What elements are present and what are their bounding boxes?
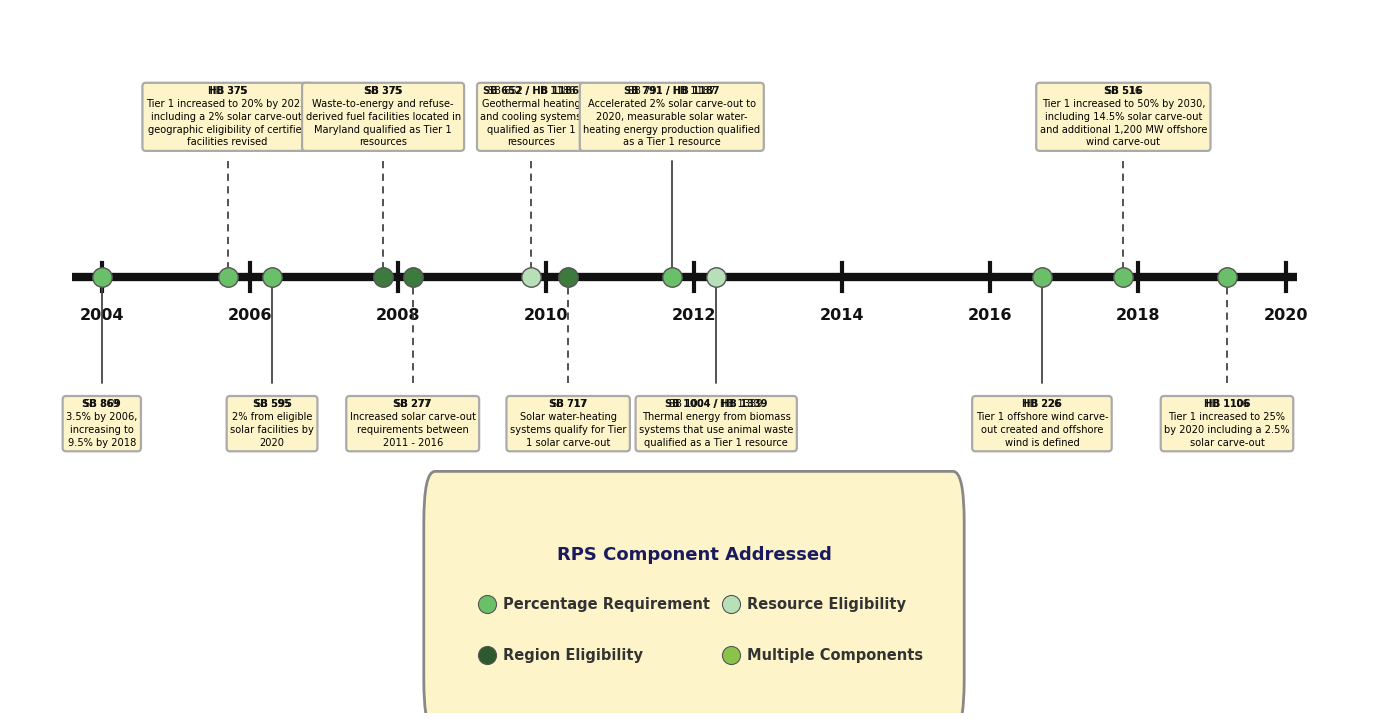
Text: SB 791 / HB 1187
Accelerated 2% solar carve-out to
2020, measurable solar water-: SB 791 / HB 1187 Accelerated 2% solar ca… (583, 86, 761, 148)
Text: HB 226
Tier 1 offshore wind carve-
out created and offshore
wind is defined: HB 226 Tier 1 offshore wind carve- out c… (976, 400, 1108, 448)
Text: SB 1004 / HB 1339
Thermal energy from biomass
systems that use animal waste
qual: SB 1004 / HB 1339 Thermal energy from bi… (638, 400, 794, 448)
Text: 2006: 2006 (228, 308, 272, 323)
Text: SB 717: SB 717 (550, 399, 587, 409)
Text: SB 277: SB 277 (393, 399, 432, 409)
Text: 2010: 2010 (523, 308, 568, 323)
Text: SB 375
Waste-to-energy and refuse-
derived fuel facilities located in
Maryland q: SB 375 Waste-to-energy and refuse- deriv… (305, 86, 461, 148)
Text: SB 375: SB 375 (364, 86, 403, 96)
Text: 2018: 2018 (1116, 308, 1160, 323)
FancyBboxPatch shape (423, 472, 965, 728)
Text: 2020: 2020 (1264, 308, 1309, 323)
Text: SB 595: SB 595 (253, 399, 291, 409)
Text: 2014: 2014 (820, 308, 865, 323)
Text: SB 869: SB 869 (82, 399, 121, 409)
Text: HB 375
Tier 1 increased to 20% by 2022,
including a 2% solar carve-out;
geograph: HB 375 Tier 1 increased to 20% by 2022, … (146, 86, 310, 148)
Text: SB 595
2% from eligible
solar facilities by
2020: SB 595 2% from eligible solar facilities… (230, 400, 314, 448)
Text: 2012: 2012 (672, 308, 716, 323)
Text: SB 869
3.5% by 2006,
increasing to
9.5% by 2018: SB 869 3.5% by 2006, increasing to 9.5% … (67, 400, 137, 448)
Text: SB 1004 / HB 1339: SB 1004 / HB 1339 (665, 399, 768, 409)
Text: Resource Eligibility: Resource Eligibility (747, 597, 906, 612)
Text: HB 1106: HB 1106 (1203, 399, 1251, 409)
Text: SB 652 / HB 1186: SB 652 / HB 1186 (483, 86, 579, 96)
Text: SB 277
Increased solar carve-out
requirements between
2011 - 2016: SB 277 Increased solar carve-out require… (350, 400, 476, 448)
Text: SB 516: SB 516 (1103, 86, 1142, 96)
Text: HB 226: HB 226 (1022, 399, 1062, 409)
Text: Percentage Requirement: Percentage Requirement (502, 597, 711, 612)
Text: SB 652 / HB 1186
Geothermal heating
and cooling systems
qualified as Tier 1
reso: SB 652 / HB 1186 Geothermal heating and … (480, 86, 582, 148)
Text: 2008: 2008 (376, 308, 421, 323)
Text: 2004: 2004 (79, 308, 124, 323)
Text: HB 375: HB 375 (208, 86, 247, 96)
Text: Region Eligibility: Region Eligibility (502, 648, 643, 663)
Text: RPS Component Addressed: RPS Component Addressed (557, 547, 831, 564)
Text: 2016: 2016 (967, 308, 1012, 323)
Text: Multiple Components: Multiple Components (747, 648, 923, 663)
Text: HB 1106
Tier 1 increased to 25%
by 2020 including a 2.5%
solar carve-out: HB 1106 Tier 1 increased to 25% by 2020 … (1165, 400, 1289, 448)
Text: SB 717
Solar water-heating
systems qualify for Tier
1 solar carve-out: SB 717 Solar water-heating systems quali… (509, 400, 626, 448)
Text: SB 791 / HB 1187: SB 791 / HB 1187 (625, 86, 719, 96)
Text: SB 516
Tier 1 increased to 50% by 2030,
including 14.5% solar carve-out
and addi: SB 516 Tier 1 increased to 50% by 2030, … (1040, 86, 1208, 148)
